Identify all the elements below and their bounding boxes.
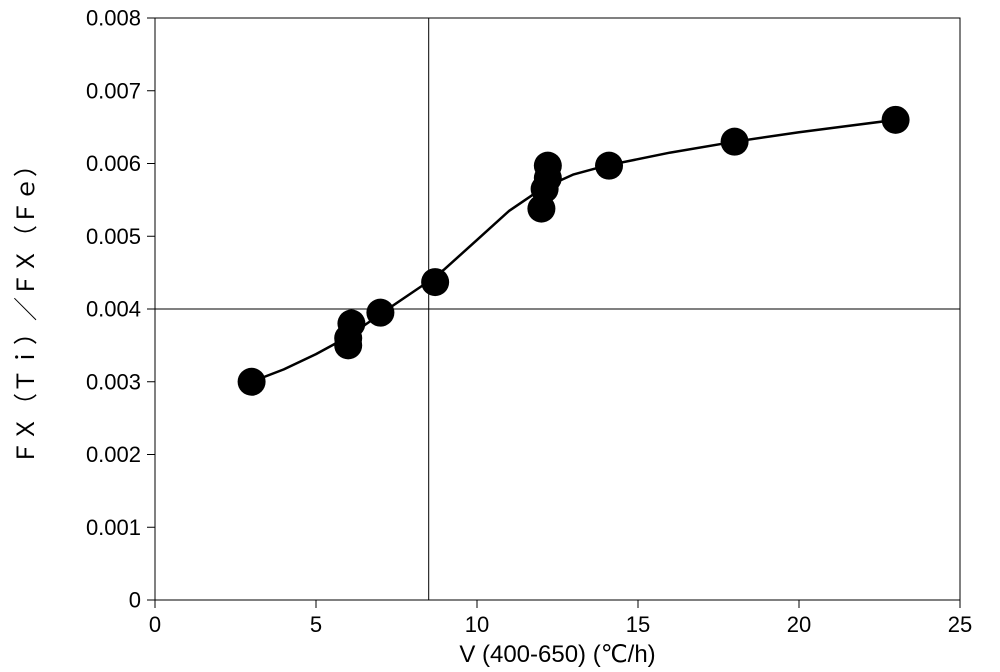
x-axis-label: V (400-650) (℃/h) [459,641,655,668]
y-tick-label: 0.003 [86,369,141,394]
data-point [421,268,449,296]
y-tick-label: 0.007 [86,78,141,103]
y-tick-label: 0.006 [86,151,141,176]
y-tick-label: 0.005 [86,224,141,249]
data-point [721,128,749,156]
x-tick-label: 5 [310,612,322,637]
y-tick-label: 0.004 [86,297,141,322]
chart-svg: 0 5 10 15 20 25 0 0.001 0.002 0.003 0.004 0.005 0.00… [0,0,1000,672]
x-tick-label: 10 [465,612,489,637]
y-tick-label: 0.008 [86,6,141,31]
data-point [366,299,394,327]
y-tick-label: 0.002 [86,442,141,467]
x-tick-label: 15 [626,612,650,637]
data-point [882,106,910,134]
y-axis-label: ＦＸ（Ｔｉ）／ＦＸ（Ｆｅ） [13,153,40,465]
y-tick-label: 0 [129,588,141,613]
x-tick-label: 25 [948,612,972,637]
data-point [238,368,266,396]
x-tick-label: 0 [149,612,161,637]
chart-container: 0 5 10 15 20 25 0 0.001 0.002 0.003 0.004 0.005 0.00… [0,0,1000,672]
x-tick-label: 20 [787,612,811,637]
data-point [534,152,562,180]
y-tick-label: 0.001 [86,515,141,540]
data-point [337,310,365,338]
data-point [595,152,623,180]
